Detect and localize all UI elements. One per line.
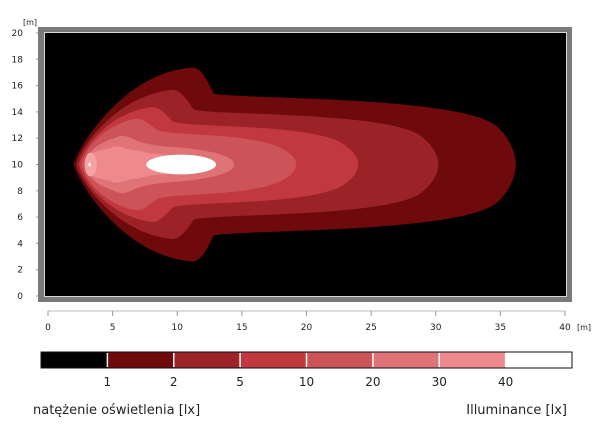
colorbar-tick-label: 1 <box>104 375 112 389</box>
x-tick-label: 25 <box>365 323 376 333</box>
y-axis: 0 2 4 6 8 10 12 14 16 18 20 <box>12 29 41 302</box>
y-tick-label: 0 <box>17 292 23 302</box>
contour-layers <box>73 67 516 262</box>
colorbar-tick-label: 10 <box>299 375 314 389</box>
colorbar-bin <box>107 352 175 368</box>
x-tick-label: 10 <box>172 323 184 333</box>
y-unit-label: [m] <box>23 18 37 27</box>
y-tick-label: 4 <box>17 239 23 249</box>
y-tick-label: 8 <box>17 187 23 197</box>
y-tick-label: 10 <box>12 161 24 171</box>
x-tick-label: 40 <box>559 323 571 333</box>
legend-caption-polish: natężenie oświetlenia [lx] <box>33 403 200 418</box>
y-tick-label: 12 <box>12 134 23 144</box>
colorbar-bin <box>372 352 440 368</box>
y-tick-label: 16 <box>12 82 24 92</box>
x-tick-label: 5 <box>110 323 116 333</box>
colorbar-bin <box>306 352 374 368</box>
colorbar-bin <box>41 352 108 368</box>
y-tick-label: 20 <box>12 29 24 39</box>
colorbar-bin <box>439 352 507 368</box>
x-tick-label: 30 <box>430 323 442 333</box>
colorbar-bin <box>240 352 307 368</box>
colorbar-border <box>40 351 573 369</box>
colorbar-tick-label: 30 <box>432 375 447 389</box>
colorbar-tick-label: 2 <box>170 375 178 389</box>
y-tick-label: 14 <box>12 108 24 118</box>
x-axis: 0 5 10 15 20 25 30 35 40 <box>45 310 571 333</box>
y-tick-label: 2 <box>17 266 23 276</box>
x-unit-label: [m] <box>577 323 591 332</box>
colorbar-legend: 1 2 5 10 20 30 40 <box>40 351 573 389</box>
contour-level-40 <box>146 154 217 175</box>
x-tick-label: 20 <box>301 323 313 333</box>
y-tick-label: 18 <box>12 55 24 65</box>
x-tick-label: 0 <box>45 323 51 333</box>
luminaire-point <box>88 162 91 167</box>
colorbar-bin <box>173 352 241 368</box>
x-tick-label: 15 <box>236 323 247 333</box>
colorbar-tick-label: 5 <box>236 375 244 389</box>
colorbar-bin <box>505 352 573 368</box>
x-tick-label: 35 <box>495 323 506 333</box>
y-tick-label: 6 <box>17 213 23 223</box>
colorbar-tick-label: 40 <box>498 375 513 389</box>
colorbar-tick-label: 20 <box>365 375 380 389</box>
legend-caption-english: Illuminance [lx] <box>466 403 567 418</box>
